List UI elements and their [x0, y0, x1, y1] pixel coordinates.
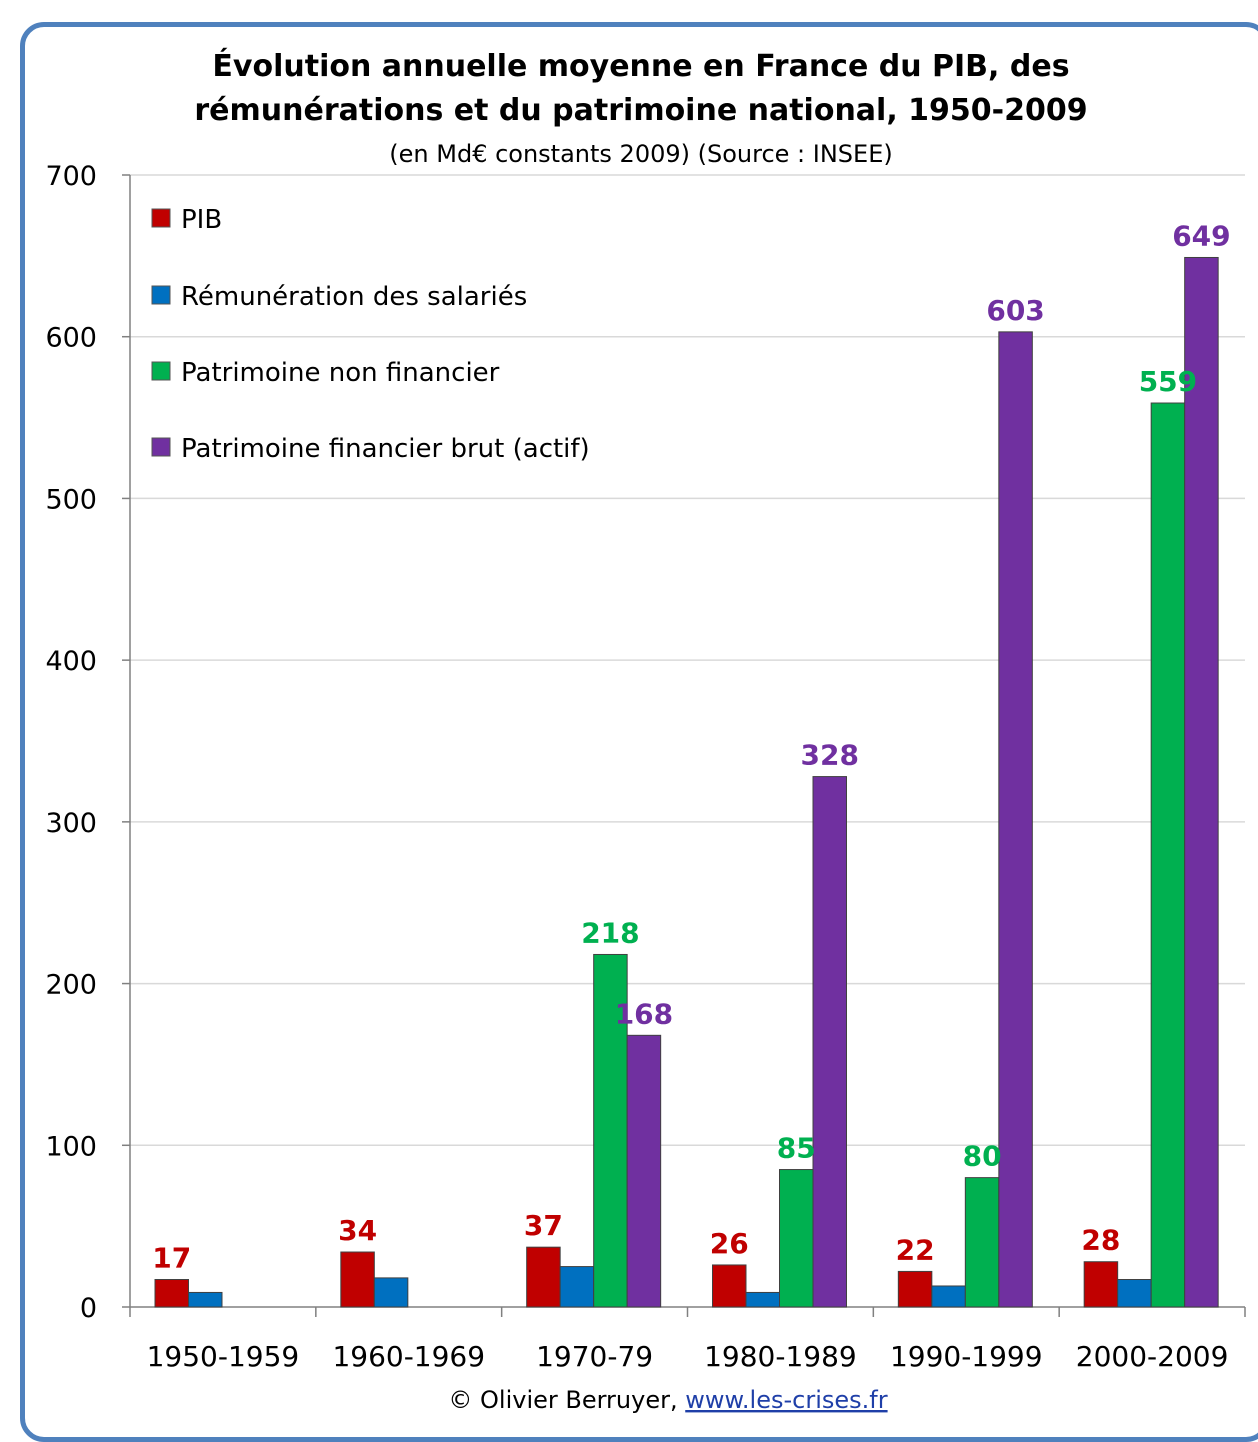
bar-patrimoine-non-financier-2 — [593, 953, 628, 1308]
data-label: 649 — [1172, 219, 1230, 252]
x-tick-label: 1950-1959 — [147, 1340, 300, 1373]
x-tick-label: 1960-1969 — [332, 1340, 485, 1373]
bar-pib-2 — [526, 1246, 561, 1308]
data-label: 559 — [1139, 365, 1197, 398]
data-label: 17 — [152, 1242, 191, 1275]
bar-pib-1 — [340, 1251, 375, 1308]
bar-patrimoine-financier-brut-actif--2 — [626, 1034, 662, 1308]
y-tick-label: 600 — [45, 323, 97, 354]
credit-footer: © Olivier Berruyer, www.les-crises.fr — [448, 1386, 887, 1414]
chart-title-line-1: Évolution annuelle moyenne en France du … — [212, 48, 1069, 84]
x-tick-label: 2000-2009 — [1076, 1340, 1229, 1373]
data-label: 34 — [338, 1214, 377, 1247]
bar-pib-5 — [1083, 1261, 1119, 1308]
data-label: 328 — [801, 739, 859, 772]
data-label: 37 — [524, 1209, 563, 1242]
y-tick-label: 300 — [45, 808, 97, 839]
bar-pib-3 — [712, 1264, 747, 1308]
bar-r-mun-ration-des-salari-s-3 — [745, 1291, 780, 1308]
y-tick-label: 400 — [45, 646, 97, 677]
bar-patrimoine-non-financier-3 — [779, 1169, 814, 1308]
legend-swatch-patrimoine-non-financier — [151, 361, 171, 381]
bar-patrimoine-financier-brut-actif--3 — [812, 776, 847, 1308]
bars — [154, 256, 1219, 1308]
legend-label-pib: PIB — [181, 205, 222, 235]
bar-r-mun-ration-des-salari-s-4 — [931, 1285, 966, 1308]
data-label: 28 — [1081, 1224, 1120, 1257]
chart-subtitle: (en Md€ constants 2009) (Source : INSEE) — [389, 140, 892, 168]
legend-swatch-pib — [151, 208, 171, 228]
bar-r-mun-ration-des-salari-s-2 — [559, 1266, 595, 1308]
data-label: 218 — [581, 916, 639, 949]
data-label: 80 — [963, 1140, 1002, 1173]
legend-swatch-remuneration — [151, 285, 171, 305]
bar-pib-4 — [897, 1270, 933, 1308]
bar-patrimoine-non-financier-5 — [1150, 402, 1186, 1308]
legend: PIB Rémunération des salariés Patrimoine… — [151, 205, 590, 464]
y-tick-label: 700 — [45, 161, 97, 192]
legend-label-remuneration: Rémunération des salariés — [181, 282, 527, 312]
y-tick-label: 0 — [80, 1293, 97, 1324]
gridlines — [130, 174, 1245, 1147]
data-label: 603 — [986, 294, 1044, 327]
legend-label-patrimoine-non-financier: Patrimoine non financier — [181, 358, 500, 388]
bar-patrimoine-financier-brut-actif--4 — [998, 331, 1033, 1308]
legend-label-patrimoine-financier: Patrimoine financier brut (actif) — [181, 434, 590, 464]
bar-patrimoine-financier-brut-actif--5 — [1184, 256, 1219, 1308]
data-label: 168 — [615, 997, 673, 1030]
bar-pib-0 — [154, 1279, 189, 1308]
bar-r-mun-ration-des-salari-s-5 — [1117, 1279, 1152, 1308]
credit-prefix: © Olivier Berruyer, — [448, 1386, 685, 1414]
data-label: 26 — [710, 1227, 749, 1260]
data-labels: 17 34 37 218 168 26 85 328 22 80 603 28 559 649 — [152, 219, 1230, 1274]
bar-r-mun-ration-des-salari-s-0 — [188, 1291, 223, 1308]
data-label: 22 — [896, 1233, 935, 1266]
x-tick-label: 1990-1999 — [890, 1340, 1043, 1373]
x-tick-label: 1980-1989 — [704, 1340, 857, 1373]
y-tick-label: 500 — [45, 484, 97, 515]
data-label: 85 — [777, 1132, 816, 1165]
y-tick-label: 100 — [45, 1131, 97, 1162]
axes: 0 100 200 300 400 500 600 700 1950-1959 1960-1969… — [45, 161, 1246, 1373]
y-tick-label: 200 — [45, 970, 97, 1001]
credit-link[interactable]: www.les-crises.fr — [685, 1386, 887, 1414]
x-tick-label: 1970-79 — [536, 1340, 653, 1373]
bar-patrimoine-non-financier-4 — [964, 1177, 1000, 1308]
chart-title-line-2: rémunérations et du patrimoine national,… — [194, 93, 1087, 128]
bar-r-mun-ration-des-salari-s-1 — [373, 1277, 409, 1308]
legend-swatch-patrimoine-financier — [151, 437, 171, 457]
